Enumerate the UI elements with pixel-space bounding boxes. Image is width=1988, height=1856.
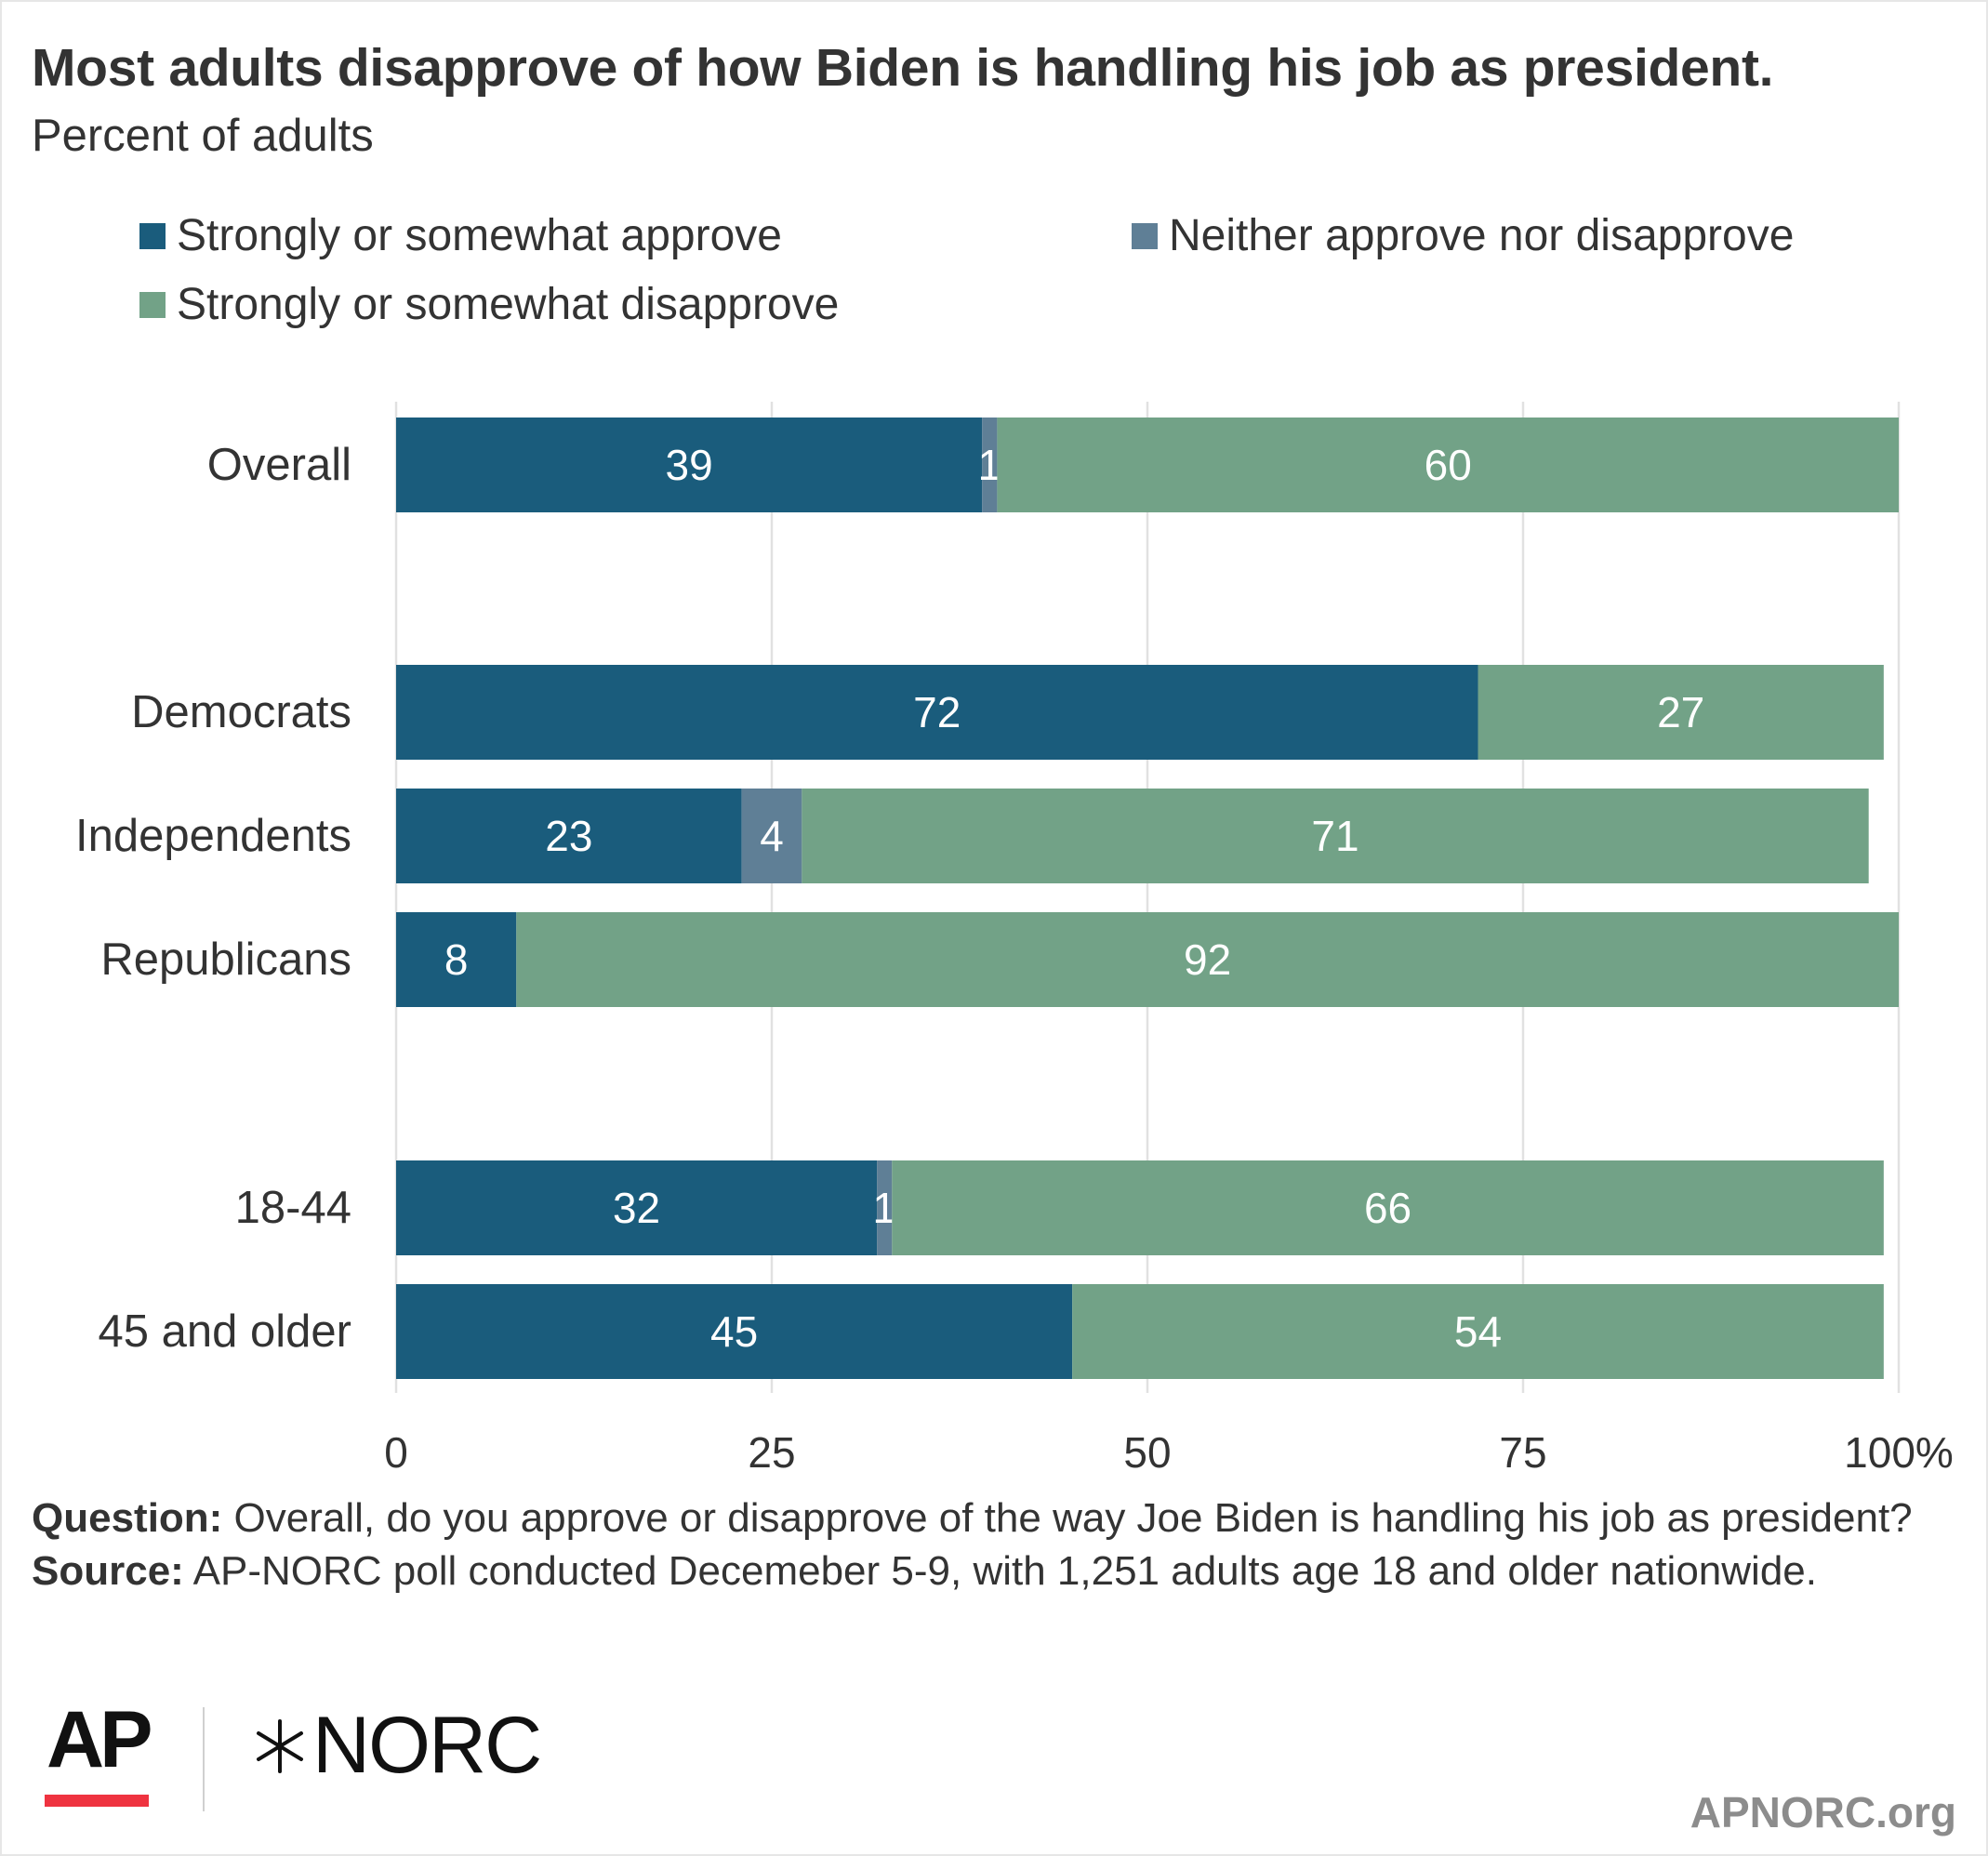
site-link[interactable]: APNORC.org xyxy=(1690,1788,1956,1836)
data-label: 54 xyxy=(1454,1307,1502,1356)
legend-label-disapprove: Strongly or somewhat disapprove xyxy=(177,280,840,329)
bar-segment xyxy=(892,1160,1884,1255)
bar-segment xyxy=(997,418,1899,512)
data-label: 60 xyxy=(1425,441,1472,489)
bar-segment xyxy=(396,789,742,883)
legend-label-neither: Neither approve nor disapprove xyxy=(1169,211,1795,260)
x-tick-label: 25 xyxy=(748,1428,795,1477)
question-label: Question: xyxy=(32,1495,223,1541)
legend-item-disapprove: Strongly or somewhat disapprove xyxy=(139,279,839,330)
data-label: 39 xyxy=(666,441,713,489)
category-label: 18-44 xyxy=(235,1183,351,1233)
data-label: 27 xyxy=(1657,688,1704,736)
chart-subtitle: Percent of adults xyxy=(32,111,374,161)
x-tick-label: 100% xyxy=(1844,1428,1954,1477)
data-label: 8 xyxy=(444,935,469,984)
data-label: 72 xyxy=(913,688,961,736)
bar-segment xyxy=(982,418,998,512)
data-label: 92 xyxy=(1184,935,1231,984)
data-label: 4 xyxy=(760,812,784,860)
star-burst-icon xyxy=(257,1718,303,1773)
legend-swatch-neither xyxy=(1132,222,1158,249)
source-label: Source: xyxy=(32,1548,184,1594)
category-label: Democrats xyxy=(131,687,351,737)
data-label: 32 xyxy=(613,1184,660,1232)
category-label: Overall xyxy=(207,440,351,490)
data-label: 23 xyxy=(545,812,592,860)
bar-segment xyxy=(1072,1284,1884,1379)
norc-logo: NORC xyxy=(251,1700,542,1792)
x-tick-label: 75 xyxy=(1499,1428,1546,1477)
legend-label-approve: Strongly or somewhat approve xyxy=(177,211,782,260)
legend-item-approve: Strongly or somewhat approve xyxy=(139,210,782,261)
legend-swatch-disapprove xyxy=(139,291,166,318)
footnote: Question: Overall, do you approve or dis… xyxy=(32,1491,1956,1597)
logo-divider xyxy=(203,1707,205,1811)
data-label: 66 xyxy=(1364,1184,1411,1232)
x-tick-label: 0 xyxy=(384,1428,408,1477)
bar-segment xyxy=(396,1160,878,1255)
bar-segment xyxy=(877,1160,893,1255)
data-label: 45 xyxy=(710,1307,758,1356)
bar-segment xyxy=(396,912,517,1007)
category-label: Republicans xyxy=(100,935,351,985)
legend-swatch-approve xyxy=(139,222,166,249)
bar-segment xyxy=(516,912,1899,1007)
data-label: 71 xyxy=(1311,812,1358,860)
chart-title: Most adults disapprove of how Biden is h… xyxy=(32,38,1774,98)
question-text: Overall, do you approve or disapprove of… xyxy=(222,1495,1913,1541)
category-label: Independents xyxy=(75,811,351,861)
bar-segment xyxy=(396,418,983,512)
ap-logo: AP xyxy=(46,1695,152,1784)
legend-item-neither: Neither approve nor disapprove xyxy=(1132,210,1794,261)
bar-segment xyxy=(1478,665,1884,760)
bar-segment xyxy=(396,1284,1073,1379)
bar-segment xyxy=(741,789,802,883)
bar-segment xyxy=(396,665,1478,760)
norc-logo-text: NORC xyxy=(312,1701,542,1790)
category-label: 45 and older xyxy=(99,1306,351,1357)
source-text: AP-NORC poll conducted Decemeber 5-9, wi… xyxy=(183,1548,1817,1594)
ap-logo-underline xyxy=(45,1795,149,1807)
x-tick-label: 50 xyxy=(1123,1428,1171,1477)
bar-segment xyxy=(802,789,1869,883)
